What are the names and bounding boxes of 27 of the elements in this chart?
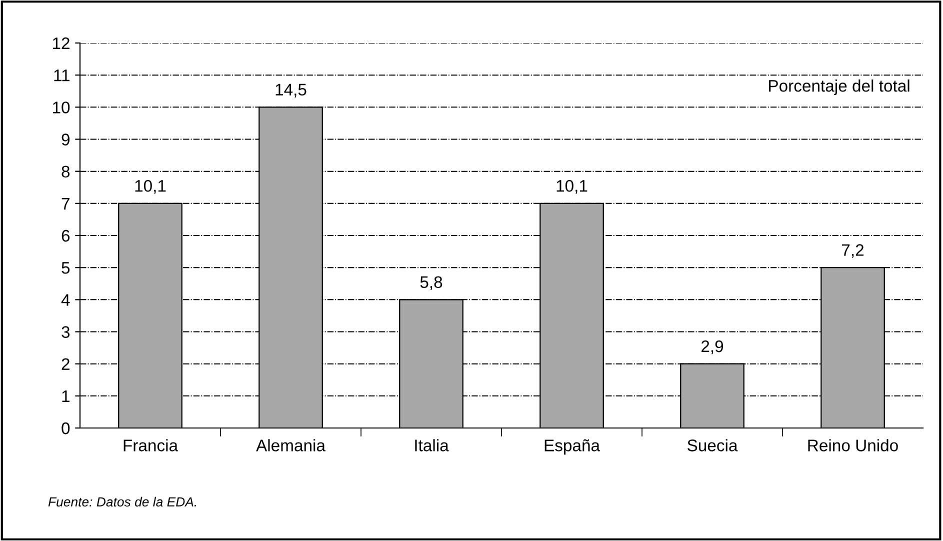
y-tick-label: 12 (53, 37, 70, 50)
y-tick-label: 4 (61, 294, 70, 306)
y-tick-label: 9 (62, 134, 70, 146)
x-tick-label: Reino Unido (808, 439, 898, 452)
x-tick-label: España (544, 439, 600, 455)
y-tick-label: 3 (62, 326, 70, 338)
y-tick-label: 8 (62, 166, 70, 178)
annotation: 7,2 (842, 244, 864, 258)
annotation: 10,1 (135, 180, 166, 194)
annotation: Porcentaje del total (769, 80, 910, 96)
y-tick-label: 0 (62, 422, 70, 434)
annotation: 10,1 (556, 180, 588, 194)
y-tick-label: 2 (62, 358, 70, 370)
y-tick-label: 6 (62, 230, 70, 242)
y-tick-label: 7 (62, 198, 70, 210)
y-tick-label: 11 (54, 70, 70, 82)
x-tick-label: Italia (415, 439, 449, 452)
x-tick-label: Suecia (688, 439, 738, 452)
x-tick-label: Alemania (256, 439, 326, 452)
annotation: 2,9 (702, 340, 724, 354)
x-tick-label: Francia (124, 439, 178, 452)
annotation: 14,5 (276, 84, 306, 98)
y-tick-label: 10 (53, 102, 70, 114)
y-tick-label: 5 (62, 262, 70, 274)
y-tick-label: 1 (62, 390, 70, 402)
source-note: Fuente: Datos de la EDA. (48, 496, 196, 507)
annotation: 5,8 (420, 276, 442, 290)
